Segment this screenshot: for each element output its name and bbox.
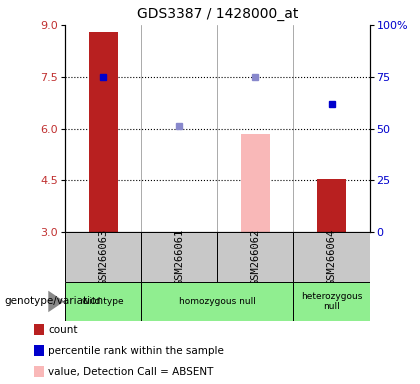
- Text: GSM266063: GSM266063: [98, 229, 108, 285]
- Bar: [294, 232, 370, 282]
- Bar: [317, 179, 346, 232]
- Bar: [89, 32, 118, 232]
- Text: wild type: wild type: [82, 297, 124, 306]
- Text: heterozygous
null: heterozygous null: [301, 292, 362, 311]
- Text: count: count: [48, 325, 78, 335]
- Text: GSM266061: GSM266061: [174, 229, 184, 285]
- Bar: [141, 282, 294, 321]
- Polygon shape: [48, 291, 64, 312]
- Title: GDS3387 / 1428000_at: GDS3387 / 1428000_at: [136, 7, 298, 21]
- Bar: [218, 232, 294, 282]
- Bar: [241, 134, 270, 232]
- Bar: [65, 232, 141, 282]
- Bar: [141, 232, 218, 282]
- Text: homozygous null: homozygous null: [179, 297, 256, 306]
- Text: value, Detection Call = ABSENT: value, Detection Call = ABSENT: [48, 367, 214, 377]
- Text: GSM266062: GSM266062: [250, 229, 260, 285]
- Text: GSM266064: GSM266064: [326, 229, 336, 285]
- Text: genotype/variation: genotype/variation: [4, 296, 103, 306]
- Bar: [294, 282, 370, 321]
- Text: percentile rank within the sample: percentile rank within the sample: [48, 346, 224, 356]
- Bar: [65, 282, 141, 321]
